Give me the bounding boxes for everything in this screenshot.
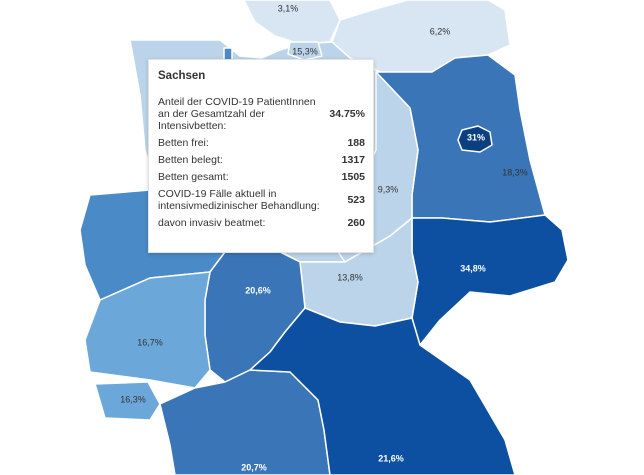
tooltip-row-label: Betten gesamt: xyxy=(158,171,229,183)
label-sachsen: 34,8% xyxy=(460,263,486,273)
label-baden-wuerttemberg: 20,7% xyxy=(241,462,267,472)
label-sachsen-anhalt: 9,3% xyxy=(378,184,399,194)
label-thueringen: 13,8% xyxy=(337,272,363,282)
label-schleswig-holstein: 3,1% xyxy=(278,3,299,13)
tooltip-row-value: 1505 xyxy=(341,171,365,183)
tooltip-row-label: COVID-19 Fälle aktuell in intensivmedizi… xyxy=(158,188,320,212)
region-tooltip: Sachsen Anteil der COVID-19 PatientInnen… xyxy=(148,59,374,253)
region-saarland[interactable] xyxy=(94,381,161,421)
tooltip-row-label: davon invasiv beatmet: xyxy=(158,217,266,229)
label-saarland: 16,3% xyxy=(120,394,146,404)
region-berlin[interactable] xyxy=(457,125,493,153)
tooltip-row-value: 188 xyxy=(347,137,365,149)
region-hamburg[interactable] xyxy=(287,41,323,61)
label-mecklenburg-vorpommern: 6,2% xyxy=(430,26,451,36)
region-rheinland-pfalz[interactable] xyxy=(84,271,211,389)
tooltip-row-value: 1317 xyxy=(341,154,365,166)
tooltip-row-label: Betten belegt: xyxy=(158,154,223,166)
region-bayern[interactable] xyxy=(249,307,516,475)
tooltip-row-icu-cases: COVID-19 Fälle aktuell in intensivmedizi… xyxy=(158,188,365,212)
label-bayern: 21,6% xyxy=(378,453,404,463)
tooltip-row-value: 523 xyxy=(347,194,365,206)
tooltip-row-value: 34.75% xyxy=(329,108,365,120)
tooltip-row-label: Anteil der COVID-19 PatientInnen an der … xyxy=(158,96,316,132)
label-rheinland-pfalz: 16,7% xyxy=(137,337,163,347)
tooltip-row-value: 260 xyxy=(347,217,365,229)
tooltip-row-label: Betten frei: xyxy=(158,137,209,149)
label-berlin: 31% xyxy=(467,132,485,142)
region-sachsen[interactable] xyxy=(411,214,569,346)
tooltip-row-beds-free: Betten frei: 188 xyxy=(158,137,365,149)
tooltip-title: Sachsen xyxy=(158,70,206,82)
label-hamburg: 15,3% xyxy=(292,46,318,56)
tooltip-row-beds-total: Betten gesamt: 1505 xyxy=(158,171,365,183)
label-brandenburg: 18,3% xyxy=(502,167,528,177)
tooltip-row-ventilated: davon invasiv beatmet: 260 xyxy=(158,217,365,229)
tooltip-row-beds-occupied: Betten belegt: 1317 xyxy=(158,154,365,166)
label-hessen: 20,6% xyxy=(245,285,271,295)
tooltip-row-share: Anteil der COVID-19 PatientInnen an der … xyxy=(158,96,365,132)
